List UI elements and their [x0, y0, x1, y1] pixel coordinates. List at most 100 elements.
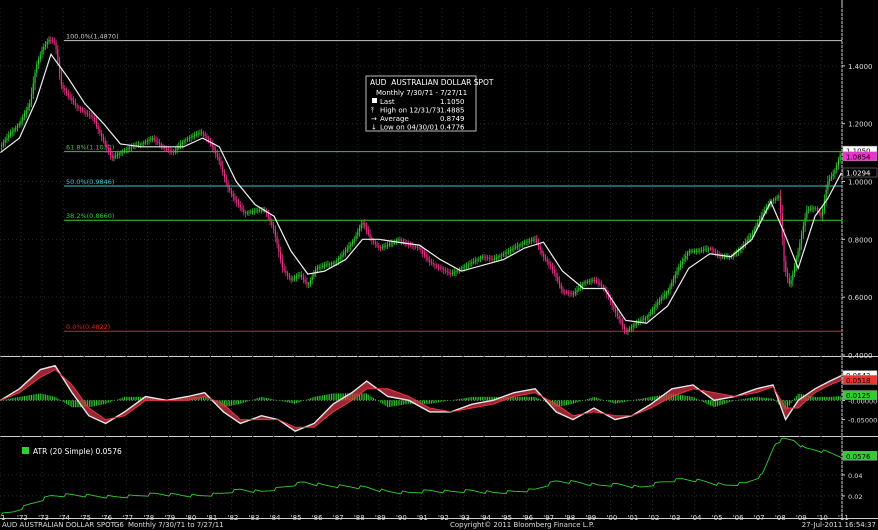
- price-candle: [60, 73, 62, 86]
- price-candle: [329, 263, 331, 265]
- price-candle: [160, 144, 162, 146]
- price-candle: [679, 264, 682, 268]
- price-candle: [415, 246, 417, 248]
- price-candle: [602, 286, 604, 288]
- atr-tick-label: 0.02: [848, 493, 862, 501]
- price-candle: [711, 248, 713, 250]
- x-tick-label: '03: [670, 514, 681, 522]
- price-candle: [464, 266, 466, 268]
- price-candle: [313, 272, 315, 277]
- price-candle: [257, 210, 259, 212]
- price-candle: [223, 171, 226, 178]
- macd-tick-label: -0.00000: [848, 397, 877, 405]
- footer-security: AUD AUSTRALIAN DOLLAR SPOT: [2, 521, 116, 529]
- price-candle: [397, 239, 399, 241]
- price-candle: [451, 273, 454, 274]
- price-candle: [529, 240, 531, 242]
- price-candle: [244, 212, 247, 214]
- price-candle: [109, 151, 112, 156]
- price-candle: [137, 144, 140, 146]
- price-candle: [616, 312, 618, 317]
- price-candle: [358, 228, 361, 232]
- price-candle: [781, 213, 783, 238]
- price-candle: [829, 178, 831, 182]
- price-candle: [46, 41, 48, 45]
- price-candle: [132, 146, 134, 147]
- price-candle: [80, 108, 82, 110]
- price-candle: [97, 125, 99, 130]
- price-candle: [553, 269, 555, 274]
- price-candle: [48, 39, 50, 42]
- price-candle: [218, 157, 220, 161]
- price-candle: [609, 297, 611, 302]
- price-candle: [820, 213, 822, 216]
- price-candle: [422, 250, 424, 253]
- price-candle: [541, 249, 543, 254]
- price-candle: [760, 215, 762, 219]
- price-candle: [472, 261, 475, 263]
- x-tick-label: '73: [38, 514, 49, 522]
- price-candle: [315, 269, 317, 273]
- macd-tag-box: [842, 375, 878, 385]
- price-candle: [443, 269, 445, 271]
- macd-line: [0, 364, 842, 432]
- price-candle: [322, 266, 324, 267]
- x-tick-label: '07: [754, 514, 765, 522]
- price-candle: [341, 254, 343, 257]
- price-candle: [37, 59, 40, 65]
- price-candle: [564, 291, 566, 293]
- price-candle: [651, 309, 654, 312]
- price-candle: [390, 243, 392, 245]
- price-candle: [418, 247, 420, 249]
- price-candle: [595, 280, 597, 282]
- price-candle: [432, 263, 434, 265]
- price-candle: [248, 212, 250, 213]
- price-candle: [479, 257, 482, 259]
- price-candle: [185, 139, 187, 141]
- price-candle: [825, 189, 827, 200]
- price-candle: [720, 255, 722, 257]
- price-candle: [122, 151, 124, 153]
- price-candle: [30, 93, 33, 104]
- fib-label: 38.2%(0.8660): [66, 212, 114, 220]
- price-candle: [455, 271, 457, 273]
- x-tick-label: '10: [817, 514, 828, 522]
- price-candle: [409, 245, 412, 246]
- x-tick-label: '91: [417, 514, 428, 522]
- price-candle: [762, 212, 764, 216]
- price-candle: [592, 280, 594, 281]
- price-tag-box: [842, 151, 878, 162]
- price-candle: [548, 261, 550, 265]
- price-candle: [2, 142, 5, 146]
- price-candle: [255, 210, 257, 212]
- info-period: Monthly 7/30/71 - 7/27/11: [376, 89, 467, 97]
- atr-line: [0, 437, 842, 517]
- price-candle: [692, 250, 694, 252]
- price-candle: [671, 282, 673, 287]
- price-candle: [108, 147, 110, 152]
- y-tick-label: 1.0000: [848, 179, 873, 187]
- price-candle: [392, 242, 394, 244]
- price-candle: [499, 255, 501, 257]
- x-tick-label: '75: [80, 514, 91, 522]
- price-candle: [676, 270, 678, 275]
- price-candle: [816, 208, 818, 211]
- price-candle: [34, 72, 36, 84]
- price-candle: [195, 134, 197, 136]
- price-candle: [779, 196, 782, 214]
- price-candle: [811, 208, 813, 210]
- price-candle: [294, 277, 296, 279]
- price-candle: [597, 281, 599, 284]
- price-candle: [516, 246, 519, 248]
- price-candle: [615, 309, 617, 313]
- x-tick-label: '92: [438, 514, 449, 522]
- price-candle: [437, 266, 440, 268]
- footer-timestamp: 27-Jul-2011 16:54:37: [802, 521, 876, 529]
- price-candle: [572, 293, 575, 295]
- price-candle: [758, 218, 761, 223]
- price-candle: [446, 271, 448, 273]
- price-candle: [702, 249, 704, 251]
- price-candle: [688, 250, 690, 253]
- price-candle: [706, 248, 708, 250]
- price-candle: [757, 222, 759, 226]
